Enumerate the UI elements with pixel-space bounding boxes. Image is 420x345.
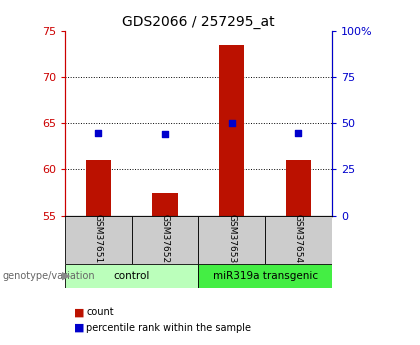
Bar	[65, 216, 132, 264]
Text: ■: ■	[74, 307, 84, 317]
Text: GSM37653: GSM37653	[227, 214, 236, 264]
Bar	[219, 45, 244, 216]
Text: miR319a transgenic: miR319a transgenic	[213, 271, 318, 281]
Title: GDS2066 / 257295_at: GDS2066 / 257295_at	[122, 14, 275, 29]
Text: count: count	[86, 307, 114, 317]
Text: genotype/variation: genotype/variation	[2, 271, 95, 281]
Text: GSM37652: GSM37652	[160, 214, 170, 263]
Bar	[152, 193, 178, 216]
Point	[162, 132, 168, 137]
Bar	[132, 216, 199, 264]
Text: GSM37654: GSM37654	[294, 214, 303, 263]
Bar	[199, 216, 265, 264]
Point	[295, 130, 302, 135]
Text: ▶: ▶	[62, 271, 71, 281]
Text: percentile rank within the sample: percentile rank within the sample	[86, 323, 251, 333]
Bar	[86, 160, 111, 216]
Bar	[265, 216, 332, 264]
Bar	[286, 160, 311, 216]
Text: ■: ■	[74, 323, 84, 333]
Text: control: control	[113, 271, 150, 281]
Point	[228, 120, 235, 126]
Bar	[199, 264, 332, 288]
Bar	[65, 264, 199, 288]
Point	[95, 130, 102, 135]
Text: GSM37651: GSM37651	[94, 214, 103, 264]
